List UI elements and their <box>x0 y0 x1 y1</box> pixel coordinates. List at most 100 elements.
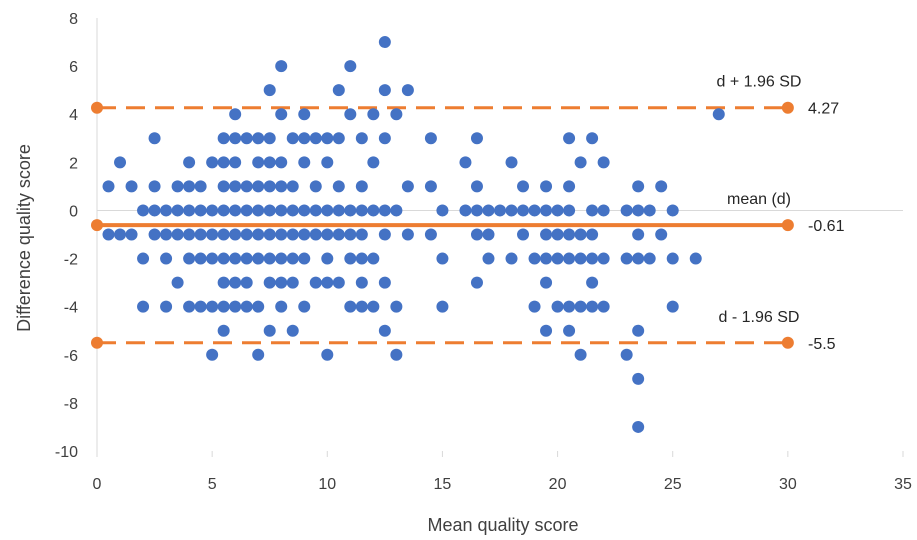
data-point <box>229 252 242 265</box>
data-point <box>229 276 242 289</box>
y-tick-label: -6 <box>64 348 78 365</box>
data-point <box>355 276 368 289</box>
data-point <box>252 252 265 265</box>
data-point <box>298 108 311 121</box>
data-point <box>505 204 518 217</box>
data-point <box>240 276 253 289</box>
data-point <box>183 204 196 217</box>
data-point <box>229 156 242 169</box>
data-point <box>632 180 645 193</box>
data-point <box>160 252 173 265</box>
data-point <box>540 180 553 193</box>
data-point <box>321 156 334 169</box>
data-point <box>378 276 391 289</box>
data-point <box>309 228 322 241</box>
data-point <box>540 228 553 241</box>
data-point <box>252 180 265 193</box>
data-point <box>275 180 288 193</box>
y-tick-label: -4 <box>64 300 78 317</box>
data-point <box>643 204 656 217</box>
data-point <box>367 156 380 169</box>
data-point <box>689 252 702 265</box>
data-point <box>540 204 553 217</box>
data-point <box>563 204 576 217</box>
data-point <box>194 228 207 241</box>
data-point <box>286 204 299 217</box>
data-point <box>137 300 150 313</box>
x-tick-label: 10 <box>318 476 336 493</box>
data-point <box>517 204 530 217</box>
data-point <box>183 252 196 265</box>
x-tick-label: 25 <box>664 476 682 493</box>
data-point <box>378 204 391 217</box>
data-point <box>505 252 518 265</box>
data-point <box>424 180 437 193</box>
data-point <box>436 204 449 217</box>
reference-line-end-marker <box>781 101 794 114</box>
data-point <box>206 252 219 265</box>
reference-lines <box>91 101 794 349</box>
data-point <box>482 204 495 217</box>
data-point <box>459 156 472 169</box>
data-point <box>148 228 161 241</box>
x-tick-label: 15 <box>434 476 452 493</box>
scatter-points <box>102 36 725 433</box>
data-point <box>586 276 599 289</box>
data-point <box>252 204 265 217</box>
data-point <box>332 180 345 193</box>
data-point <box>551 252 564 265</box>
data-point <box>436 252 449 265</box>
data-point <box>171 276 184 289</box>
data-point <box>275 276 288 289</box>
data-point <box>229 108 242 121</box>
data-point <box>263 204 276 217</box>
data-point <box>252 300 265 313</box>
data-point <box>355 252 368 265</box>
data-point <box>597 300 610 313</box>
data-point <box>286 252 299 265</box>
data-point <box>390 300 403 313</box>
data-point <box>620 348 633 361</box>
data-point <box>586 204 599 217</box>
data-point <box>344 60 357 73</box>
data-point <box>517 228 530 241</box>
reference-line-start-marker <box>91 219 103 232</box>
data-point <box>160 228 173 241</box>
data-point <box>528 252 541 265</box>
data-point <box>275 204 288 217</box>
data-point <box>229 300 242 313</box>
data-point <box>655 228 668 241</box>
data-point <box>401 228 414 241</box>
data-point <box>137 204 150 217</box>
data-point <box>263 156 276 169</box>
data-point <box>482 228 495 241</box>
data-point <box>286 228 299 241</box>
data-point <box>298 300 311 313</box>
data-point <box>517 180 530 193</box>
x-axis-title: Mean quality score <box>427 515 578 535</box>
data-point <box>148 132 161 145</box>
data-point <box>171 180 184 193</box>
data-point <box>528 300 541 313</box>
data-point <box>102 180 115 193</box>
data-point <box>194 252 207 265</box>
data-point <box>401 180 414 193</box>
data-point <box>263 132 276 145</box>
data-point <box>217 276 230 289</box>
reference-line-start-marker <box>91 101 103 114</box>
data-point <box>574 348 587 361</box>
y-tick-label: 8 <box>69 11 78 28</box>
data-point <box>275 60 288 73</box>
data-point <box>286 324 299 337</box>
data-point <box>298 156 311 169</box>
data-point <box>240 300 253 313</box>
data-point <box>263 276 276 289</box>
data-point <box>275 108 288 121</box>
data-point <box>586 228 599 241</box>
data-point <box>355 132 368 145</box>
data-point <box>332 228 345 241</box>
data-point <box>367 108 380 121</box>
reference-line-end-marker <box>781 336 794 349</box>
data-point <box>586 132 599 145</box>
